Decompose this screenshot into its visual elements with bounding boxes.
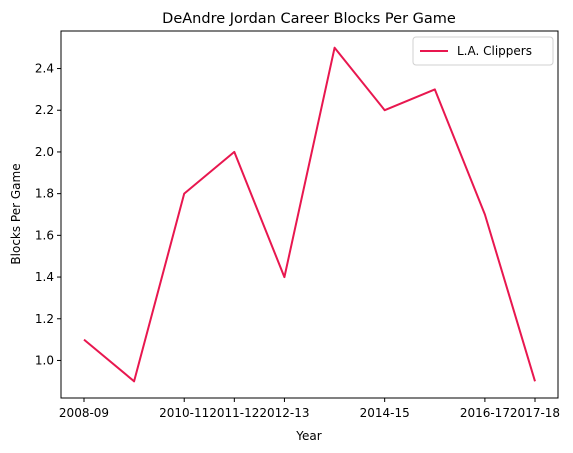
legend-box xyxy=(412,36,554,66)
y-tick-label: 2.2 xyxy=(35,103,54,117)
y-tick-label: 1.4 xyxy=(35,270,54,284)
y-tick-label: 2.0 xyxy=(35,145,54,159)
y-tick-label: 1.6 xyxy=(35,228,54,242)
legend: L.A. Clippers xyxy=(412,36,554,66)
y-tick-label: 1.0 xyxy=(35,353,54,367)
plot-frame xyxy=(60,30,559,399)
chart-title: DeAndre Jordan Career Blocks Per Game xyxy=(162,11,456,27)
series-line-la-clippers xyxy=(83,46,536,383)
x-tick-label: 2010-11 xyxy=(159,406,209,420)
x-tick-label: 2011-12 xyxy=(209,406,259,420)
y-tick-label: 2.4 xyxy=(35,62,54,76)
x-tick-label: 2012-13 xyxy=(259,406,309,420)
y-tick-label: 1.8 xyxy=(35,187,54,201)
x-axis-label: Year xyxy=(295,429,321,443)
x-tick-label: 2017-18 xyxy=(510,406,560,420)
x-tick-label: 2016-17 xyxy=(460,406,510,420)
x-tick-label: 2014-15 xyxy=(360,406,410,420)
x-axis-ticks: 2008-09 2010-11 2011-12 2012-13 2014-15 2016-… xyxy=(59,398,560,420)
x-tick-label: 2008-09 xyxy=(59,406,109,420)
legend-label: L.A. Clippers xyxy=(457,44,532,58)
y-axis-ticks: 1.0 1.2 1.4 1.6 1.8 2.0 2.2 2.4 xyxy=(35,62,61,367)
y-tick-label: 1.2 xyxy=(35,312,54,326)
y-axis-label: Blocks Per Game xyxy=(9,163,23,264)
